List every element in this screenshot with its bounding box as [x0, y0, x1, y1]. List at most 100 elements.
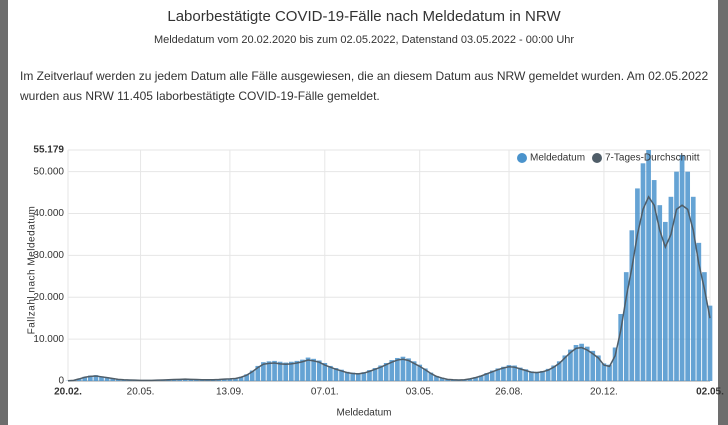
bar: [372, 368, 378, 381]
bar: [635, 188, 640, 381]
bar: [662, 221, 668, 381]
y-tick-label: 40.000: [33, 208, 64, 219]
bar: [99, 376, 104, 381]
bar: [400, 356, 406, 381]
bar: [696, 242, 702, 381]
bar: [573, 344, 579, 381]
panel: [8, 0, 718, 425]
x-tick-label: 07.01.: [311, 387, 339, 398]
bar: [618, 314, 624, 381]
bar: [261, 362, 266, 381]
bar: [328, 365, 333, 381]
bar: [383, 362, 389, 381]
bar: [545, 368, 551, 381]
y-tick-label: 10.000: [33, 334, 64, 345]
bar: [534, 371, 540, 381]
bar: [316, 360, 322, 381]
y-tick-label: 20.000: [33, 292, 64, 303]
bar: [467, 378, 473, 381]
bar: [244, 374, 249, 381]
bar: [110, 378, 116, 381]
bar: [551, 365, 557, 381]
x-tick-label: 20.02.: [54, 387, 82, 398]
bar: [406, 358, 411, 381]
bar: [104, 377, 110, 381]
bar: [188, 379, 194, 381]
bar: [294, 360, 300, 381]
bar: [428, 372, 434, 381]
bar: [640, 163, 646, 381]
bar: [657, 205, 663, 381]
bar: [646, 150, 651, 381]
bar: [517, 367, 523, 381]
y-tick-label: 55.179: [33, 145, 64, 156]
y-axis-label: Fallzahl nach Meldedatum: [27, 206, 38, 335]
bar: [93, 375, 99, 381]
bar: [283, 362, 289, 381]
x-axis-label: Meldedatum: [336, 408, 391, 419]
bar: [668, 196, 674, 381]
bar: [378, 365, 383, 381]
x-tick-label: 02.05.: [696, 387, 724, 398]
bar: [367, 370, 372, 381]
bar: [568, 349, 573, 381]
legend-marker: [517, 153, 527, 163]
bar: [322, 362, 328, 381]
bar: [76, 378, 82, 381]
legend-marker: [592, 153, 602, 163]
x-tick-label: 26.08.: [495, 387, 523, 398]
chart-subtitle: Meldedatum vom 20.02.2020 bis zum 02.05.…: [154, 34, 574, 46]
bar: [355, 373, 361, 381]
bar: [512, 365, 517, 381]
bar: [556, 361, 562, 381]
bar: [439, 377, 445, 381]
bar: [233, 378, 238, 381]
bar: [601, 363, 607, 381]
bar: [344, 371, 350, 381]
bar: [540, 370, 545, 381]
bar: [607, 364, 612, 381]
bar: [182, 378, 188, 381]
chart-title: Laborbestätigte COVID-19-Fälle nach Meld…: [167, 8, 561, 25]
bar: [288, 361, 294, 381]
bar: [674, 171, 679, 381]
bar: [434, 375, 439, 381]
bar: [690, 196, 696, 381]
bar: [87, 375, 93, 381]
bar: [255, 365, 261, 381]
legend-label: 7-Tages-Durchschnitt: [605, 153, 700, 164]
bar: [612, 347, 618, 381]
bar: [389, 360, 395, 381]
bar: [311, 358, 316, 381]
line: [67, 195, 711, 382]
x-tick-label: 03.05.: [406, 387, 434, 398]
bar: [590, 350, 596, 381]
y-tick-label: 50.000: [33, 166, 64, 177]
y-tick-label: 0: [58, 376, 64, 387]
bar: [702, 272, 707, 381]
bar: [305, 357, 311, 381]
bar: [238, 376, 244, 381]
bar: [478, 375, 484, 381]
bar: [489, 370, 495, 381]
bar: [685, 171, 691, 381]
bar: [249, 370, 255, 381]
bar: [227, 378, 233, 381]
bar: [579, 343, 584, 381]
description: Im Zeitverlauf werden zu jedem Datum all…: [20, 69, 709, 103]
bar: [361, 372, 367, 381]
bar: [584, 346, 590, 381]
bar: [484, 373, 490, 381]
bar: [562, 355, 568, 381]
bar: [333, 368, 339, 381]
bar: [300, 359, 305, 381]
bar: [623, 272, 629, 381]
bar: [395, 357, 400, 381]
bar: [707, 305, 713, 381]
x-tick-label: 20.12.: [590, 387, 618, 398]
bar: [596, 355, 601, 381]
bar: [266, 361, 272, 381]
bar: [411, 361, 417, 381]
